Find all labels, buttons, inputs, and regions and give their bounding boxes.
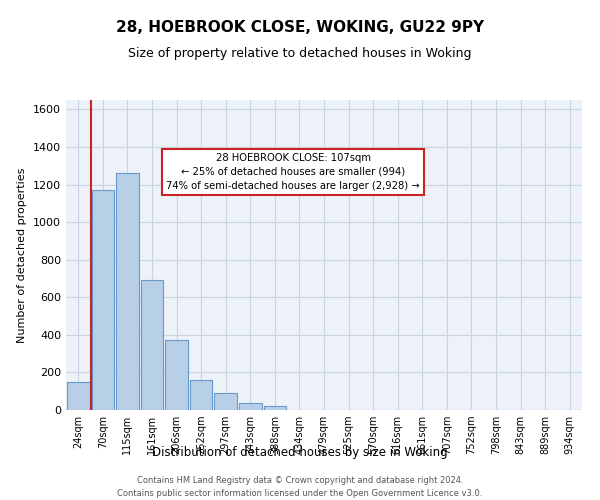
Bar: [263, 406, 286, 410]
Bar: [165, 340, 188, 410]
Text: Distribution of detached houses by size in Woking: Distribution of detached houses by size …: [152, 446, 448, 459]
Bar: [140, 280, 163, 410]
Text: Size of property relative to detached houses in Woking: Size of property relative to detached ho…: [128, 48, 472, 60]
Bar: [190, 380, 212, 410]
Bar: [239, 403, 262, 410]
Text: Contains HM Land Registry data © Crown copyright and database right 2024.
Contai: Contains HM Land Registry data © Crown c…: [118, 476, 482, 498]
Y-axis label: Number of detached properties: Number of detached properties: [17, 168, 28, 342]
Bar: [214, 393, 237, 410]
Bar: [116, 174, 139, 410]
Text: 28, HOEBROOK CLOSE, WOKING, GU22 9PY: 28, HOEBROOK CLOSE, WOKING, GU22 9PY: [116, 20, 484, 35]
Text: 28 HOEBROOK CLOSE: 107sqm
← 25% of detached houses are smaller (994)
74% of semi: 28 HOEBROOK CLOSE: 107sqm ← 25% of detac…: [166, 152, 420, 190]
Bar: [92, 190, 114, 410]
Bar: [67, 382, 89, 410]
